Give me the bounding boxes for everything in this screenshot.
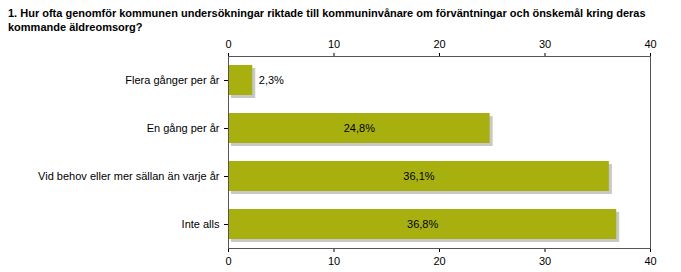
svg-text:Vid behov eller mer sällan än: Vid behov eller mer sällan än varje år	[38, 170, 220, 182]
svg-text:24,8%: 24,8%	[344, 122, 375, 134]
svg-text:20: 20	[433, 255, 445, 267]
svg-text:20: 20	[433, 38, 445, 50]
svg-text:10: 10	[328, 255, 340, 267]
svg-text:En gång per år: En gång per år	[147, 122, 220, 134]
svg-text:10: 10	[328, 38, 340, 50]
svg-text:30: 30	[539, 255, 551, 267]
svg-text:2,3%: 2,3%	[259, 74, 284, 86]
svg-text:0: 0	[225, 255, 231, 267]
svg-text:0: 0	[225, 38, 231, 50]
svg-text:36,8%: 36,8%	[407, 218, 438, 230]
svg-text:Flera gånger per år: Flera gånger per år	[125, 74, 219, 86]
svg-text:36,1%: 36,1%	[403, 170, 434, 182]
html-text:1. Hur ofta genomför kommunen: 1. Hur ofta genomför kommunen undersökni…	[8, 7, 646, 33]
svg-text:40: 40	[644, 38, 656, 50]
svg-text:40: 40	[644, 255, 656, 267]
svg-text:30: 30	[539, 38, 551, 50]
svg-text:Inte alls: Inte alls	[182, 218, 220, 230]
